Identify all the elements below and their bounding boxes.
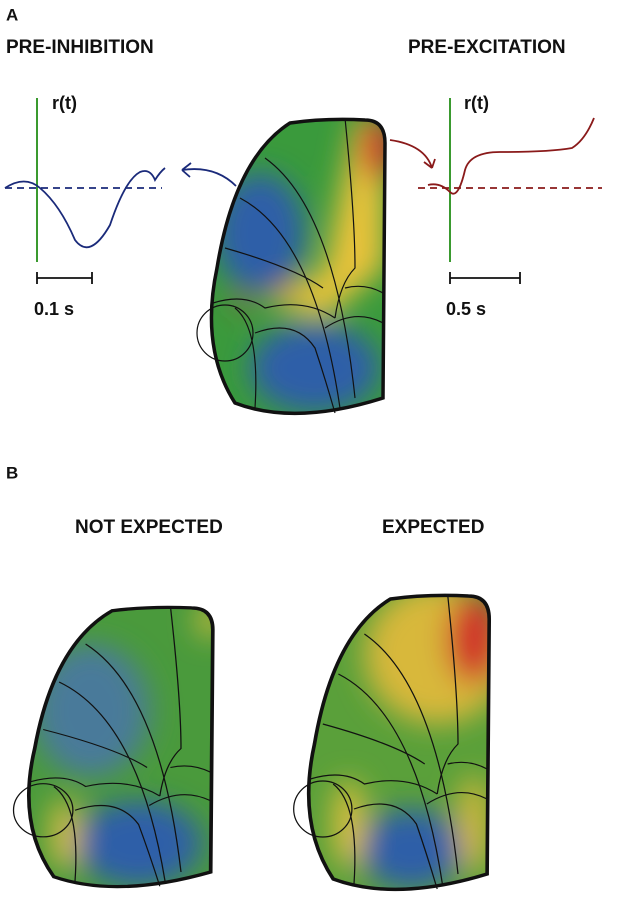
map-title: NOT EXPECTED — [75, 517, 223, 538]
arrow — [389, 139, 436, 169]
arrow — [181, 162, 237, 187]
trace-title: PRE-EXCITATION — [408, 37, 566, 58]
panel-label: B — [6, 463, 18, 482]
excitation-trace — [418, 98, 602, 284]
panel-label: A — [6, 5, 18, 24]
axis-label: r(t) — [464, 93, 489, 113]
inhibition-trace — [4, 98, 166, 284]
scale-label: 0.1 s — [34, 299, 74, 319]
axis-label: r(t) — [52, 93, 77, 113]
map-title: EXPECTED — [382, 517, 484, 538]
cortex-map — [196, 117, 387, 416]
trace-title: PRE-INHIBITION — [6, 37, 154, 58]
cortex-map — [293, 593, 492, 892]
cortex-map — [12, 605, 215, 889]
scale-label: 0.5 s — [446, 299, 486, 319]
